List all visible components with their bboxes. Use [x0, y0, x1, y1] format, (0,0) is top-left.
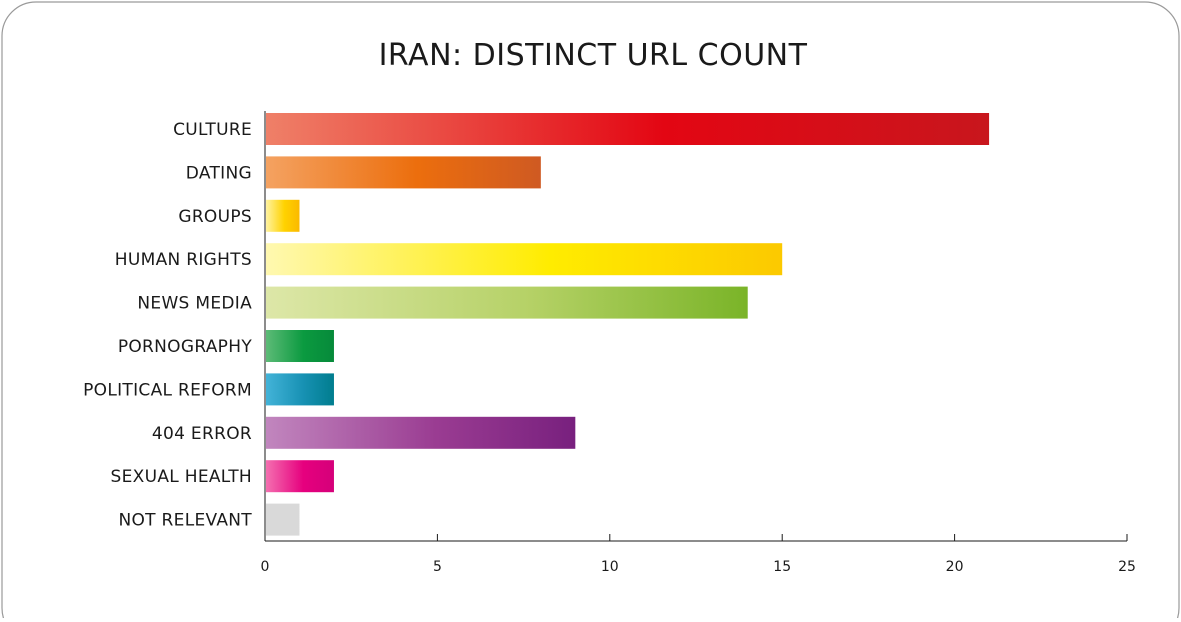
- bar-culture: [266, 113, 990, 145]
- category-label: 404 ERROR: [152, 424, 252, 444]
- bar-groups: [266, 199, 300, 232]
- bar-sexual-health: [266, 460, 334, 493]
- x-tick-label: 15: [773, 559, 791, 575]
- bar-not-relevant: [266, 503, 300, 536]
- category-label: POLITICAL REFORM: [83, 380, 252, 400]
- category-label: DATING: [186, 163, 252, 183]
- axes: 0 5 10 15 20 25: [261, 111, 1136, 575]
- bar-pornography: [266, 330, 334, 362]
- bar-political-reform: [266, 373, 334, 406]
- chart-title: IRAN: DISTINCT URL COUNT: [379, 38, 808, 73]
- category-label: NEWS MEDIA: [137, 294, 252, 314]
- bar-dating: [266, 156, 541, 189]
- x-tick-label: 0: [261, 559, 270, 575]
- x-tick-label: 5: [433, 559, 442, 575]
- category-label: PORNOGRAPHY: [118, 337, 253, 357]
- category-label: CULTURE: [173, 120, 252, 140]
- bars-group: [266, 113, 990, 536]
- bar-404-error: [266, 416, 576, 449]
- category-label: SEXUAL HEALTH: [111, 467, 252, 487]
- x-tick-label: 25: [1118, 559, 1136, 575]
- category-label: HUMAN RIGHTS: [115, 250, 252, 270]
- category-label: GROUPS: [178, 207, 252, 227]
- x-tick-label: 20: [946, 559, 964, 575]
- category-label: NOT RELEVANT: [118, 511, 252, 531]
- bar-human-rights: [266, 243, 783, 276]
- category-labels: CULTURE DATING GROUPS HUMAN RIGHTS NEWS MEDI…: [83, 120, 252, 531]
- x-tick-label: 10: [601, 559, 619, 575]
- bar-news-media: [266, 286, 748, 319]
